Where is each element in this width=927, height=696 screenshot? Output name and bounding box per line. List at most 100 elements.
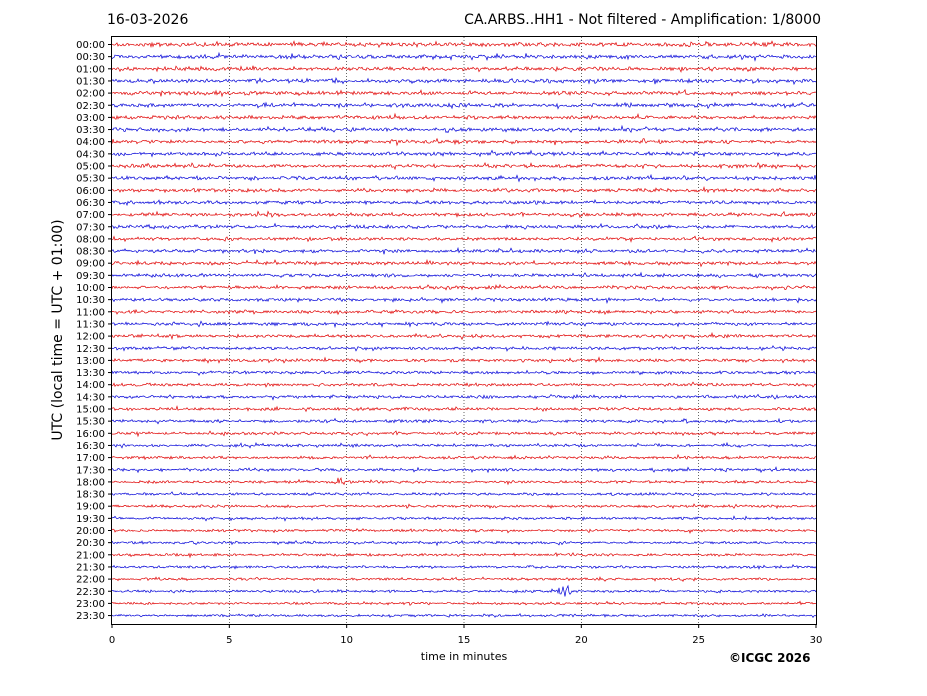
y-tick-label: 14:00: [76, 380, 105, 391]
trace-0630: [111, 198, 817, 207]
y-tick-label: 08:00: [76, 234, 105, 245]
y-tick-label: 10:00: [76, 283, 105, 294]
x-tick-label: 30: [810, 635, 823, 646]
trace-0000: [111, 40, 817, 49]
trace-2330: [111, 613, 817, 619]
y-tick-label: 00:30: [76, 52, 105, 63]
trace-2130: [111, 564, 817, 570]
y-tick-label: 02:00: [76, 89, 105, 100]
trace-0400: [111, 137, 817, 147]
y-tick-label: 22:30: [76, 587, 105, 598]
y-tick-label: 05:30: [76, 174, 105, 185]
x-tick-label: 25: [692, 635, 705, 646]
y-tick-label: 12:30: [76, 344, 105, 355]
trace-0600: [111, 185, 817, 194]
y-tick-label: 22:00: [76, 575, 105, 586]
y-tick-label: 03:00: [76, 113, 105, 124]
y-tick-label: 16:30: [76, 441, 105, 452]
trace-0300: [111, 112, 817, 121]
x-tick-label: 0: [109, 635, 115, 646]
trace-1530: [111, 417, 817, 425]
trace-0730: [111, 222, 817, 230]
trace-1500: [111, 405, 817, 413]
y-tick-label: 04:00: [76, 137, 105, 148]
trace-0800: [111, 235, 817, 243]
trace-0330: [111, 124, 816, 134]
trace-1030: [111, 296, 817, 305]
copyright-credit: ©ICGC 2026: [729, 651, 811, 665]
x-tick-label: 5: [226, 635, 232, 646]
y-tick-label: 18:30: [76, 490, 105, 501]
y-tick-label: 20:00: [76, 526, 105, 537]
trace-0900: [111, 258, 817, 268]
y-tick-label: 14:30: [76, 392, 105, 403]
y-tick-label: 19:30: [76, 514, 105, 525]
chart-title: CA.ARBS..HH1 - Not filtered - Amplificat…: [464, 12, 821, 28]
seismic-traces: [111, 40, 817, 619]
y-axis-label: UTC (local time = UTC + 01:00): [50, 219, 66, 440]
y-tick-label: 17:30: [76, 465, 105, 476]
trace-1700: [111, 453, 817, 461]
y-tick-label: 10:30: [76, 295, 105, 306]
y-tick-label: 21:30: [76, 562, 105, 573]
y-tick-label: 17:00: [76, 453, 105, 464]
trace-1230: [111, 345, 817, 352]
trace-1730: [111, 466, 817, 474]
trace-1000: [111, 283, 817, 291]
trace-2300: [111, 600, 817, 606]
trace-1200: [111, 331, 817, 341]
y-tick-label: 05:00: [76, 162, 105, 173]
trace-1800: [111, 477, 817, 486]
y-tick-label: 23:00: [76, 599, 105, 610]
trace-2100: [111, 552, 817, 559]
y-tick-label: 11:00: [76, 307, 105, 318]
trace-2200: [111, 576, 817, 583]
trace-0230: [111, 101, 817, 110]
y-tick-label: 06:00: [76, 186, 105, 197]
trace-0530: [111, 173, 817, 183]
y-tick-label: 13:30: [76, 368, 105, 379]
plot-frame: [111, 36, 817, 625]
trace-1400: [111, 381, 817, 388]
trace-1430: [111, 393, 817, 401]
y-tick-label: 16:00: [76, 429, 105, 440]
trace-1900: [111, 503, 817, 510]
y-tick-label: 18:00: [76, 477, 105, 488]
trace-0930: [111, 271, 817, 279]
y-tick-label: 01:30: [76, 76, 105, 87]
y-tick-label: 11:30: [76, 319, 105, 330]
y-tick-label: 21:00: [76, 550, 105, 561]
trace-0830: [111, 246, 817, 255]
y-tick-label: 07:00: [76, 210, 105, 221]
trace-1830: [111, 491, 817, 497]
trace-2030: [111, 539, 817, 547]
y-tick-label: 07:30: [76, 222, 105, 233]
y-tick-label: 08:30: [76, 247, 105, 258]
trace-0430: [111, 149, 817, 158]
y-tick-label: 09:00: [76, 259, 105, 270]
trace-0200: [111, 88, 817, 98]
trace-1630: [111, 441, 817, 449]
x-axis: 0 5 10 15 20 25 30: [109, 624, 823, 646]
trace-1100: [111, 308, 817, 316]
trace-1600: [111, 430, 817, 438]
chart-date: 16-03-2026: [107, 12, 189, 28]
trace-1330: [111, 369, 817, 377]
y-tick-label: 00:00: [76, 40, 105, 51]
y-tick-label: 03:30: [76, 125, 105, 136]
y-tick-label: 15:00: [76, 405, 105, 416]
y-tick-label: 12:00: [76, 332, 105, 343]
y-tick-label: 15:30: [76, 417, 105, 428]
trace-1130: [111, 320, 817, 329]
x-tick-label: 10: [340, 635, 353, 646]
y-tick-label: 13:00: [76, 356, 105, 367]
y-tick-label: 04:30: [76, 149, 105, 160]
trace-2230: [111, 584, 817, 597]
y-tick-label: 19:00: [76, 502, 105, 513]
trace-0030: [111, 51, 817, 62]
y-tick-label: 06:30: [76, 198, 105, 209]
y-tick-label: 01:00: [76, 64, 105, 75]
trace-0130: [111, 77, 817, 86]
